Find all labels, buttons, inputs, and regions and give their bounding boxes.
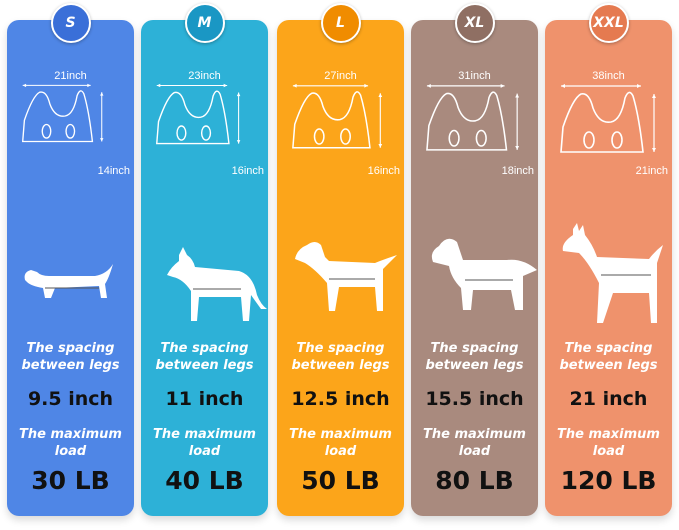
pad-outline-icon bbox=[21, 83, 104, 143]
load-value: 120 LB bbox=[560, 466, 657, 495]
size-card-xl: XL 31inch 18inch The spacing between leg… bbox=[411, 3, 538, 516]
spacing-label: The spacing between legs bbox=[291, 341, 390, 373]
size-badge: XL bbox=[454, 3, 495, 43]
load-value: 80 LB bbox=[435, 466, 514, 495]
spacing-value: 9.5 inch bbox=[27, 388, 114, 410]
width-label: 23inch bbox=[188, 70, 221, 82]
load-label: The maximum load bbox=[289, 427, 392, 459]
pad-outline-icon bbox=[560, 84, 656, 153]
spacing-value: 15.5 inch bbox=[425, 388, 524, 410]
pad-outline-icon bbox=[426, 83, 520, 151]
load-label: The maximum load bbox=[19, 427, 122, 459]
height-label: 16inch bbox=[231, 165, 264, 177]
width-label: 38inch bbox=[592, 70, 625, 82]
size-card-xxl: XXL 38inch 21inch The spacing between le… bbox=[545, 3, 672, 516]
spacing-value: 11 inch bbox=[165, 388, 244, 410]
dog-silhouette-icon bbox=[562, 223, 663, 323]
spacing-label: The spacing between legs bbox=[21, 341, 120, 373]
height-label: 21inch bbox=[635, 165, 668, 177]
load-value: 40 LB bbox=[165, 466, 244, 495]
size-card-m: M 23inch 16inch The spacing between legs… bbox=[141, 3, 268, 516]
load-label: The maximum load bbox=[423, 427, 526, 459]
size-card-s: S 21inch 14inch The spacing between legs… bbox=[7, 3, 134, 516]
size-badge: XXL bbox=[588, 3, 629, 43]
dog-silhouette-icon bbox=[431, 238, 537, 310]
dog-silhouette-icon bbox=[167, 247, 267, 321]
width-label: 21inch bbox=[54, 70, 87, 82]
spacing-label: The spacing between legs bbox=[559, 341, 658, 373]
spacing-value: 21 inch bbox=[569, 388, 648, 410]
size-badge: S bbox=[50, 3, 91, 43]
pad-outline-icon bbox=[155, 83, 241, 145]
size-badge: M bbox=[184, 3, 225, 43]
dog-silhouette-icon bbox=[295, 242, 397, 311]
load-label: The maximum load bbox=[153, 427, 256, 459]
dog-silhouette-icon bbox=[24, 264, 114, 298]
width-label: 27inch bbox=[324, 70, 357, 82]
load-value: 30 LB bbox=[31, 466, 110, 495]
width-label: 31inch bbox=[458, 70, 491, 82]
spacing-label: The spacing between legs bbox=[425, 341, 524, 373]
height-label: 14inch bbox=[97, 165, 130, 177]
height-label: 18inch bbox=[501, 165, 534, 177]
load-label: The maximum load bbox=[557, 427, 660, 459]
size-badge: L bbox=[320, 3, 361, 43]
height-label: 16inch bbox=[367, 165, 400, 177]
pad-outline-icon bbox=[292, 83, 383, 149]
size-card-l: L 27inch 16inch The spacing between legs… bbox=[277, 3, 404, 516]
spacing-value: 12.5 inch bbox=[291, 388, 390, 410]
load-value: 50 LB bbox=[301, 466, 380, 495]
spacing-label: The spacing between legs bbox=[155, 341, 254, 373]
